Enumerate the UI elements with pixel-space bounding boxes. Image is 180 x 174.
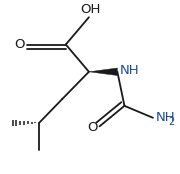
Text: NH: NH (120, 64, 140, 77)
Text: NH: NH (156, 111, 175, 124)
Polygon shape (89, 68, 117, 76)
Text: O: O (14, 38, 25, 51)
Text: O: O (87, 121, 98, 135)
Text: OH: OH (80, 3, 101, 15)
Text: 2: 2 (168, 117, 174, 127)
